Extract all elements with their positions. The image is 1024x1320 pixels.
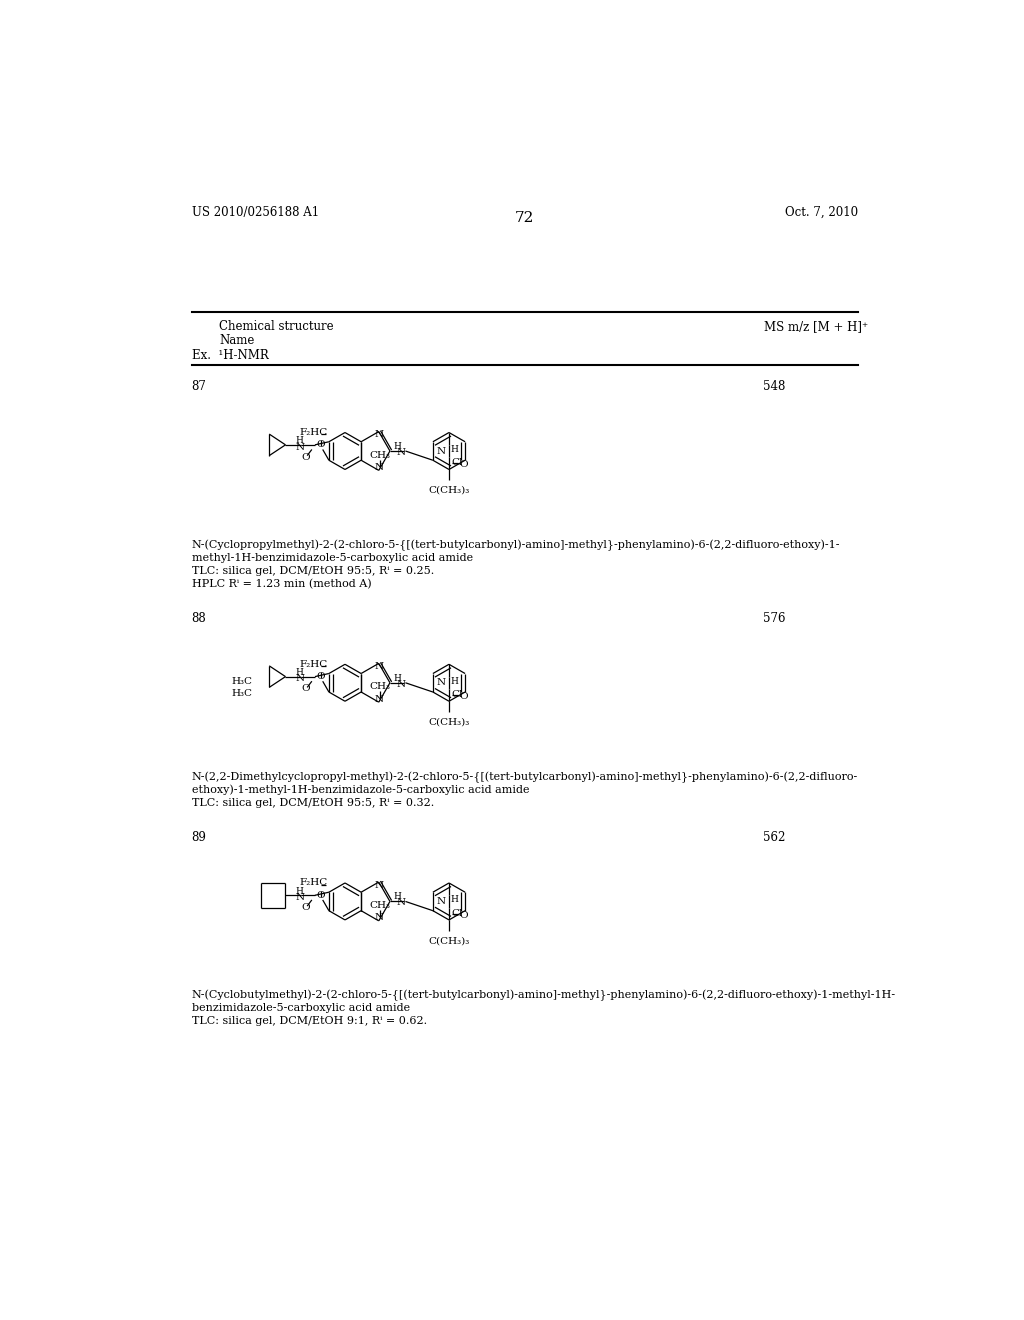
Text: 89: 89 [191,830,207,843]
Text: N: N [437,678,445,688]
Text: Ex.  ¹H-NMR: Ex. ¹H-NMR [191,348,268,362]
Text: F₂HC: F₂HC [299,428,328,437]
Text: N-(Cyclobutylmethyl)-2-(2-chloro-5-{[(tert-butylcarbonyl)-amino]-methyl}-phenyla: N-(Cyclobutylmethyl)-2-(2-chloro-5-{[(te… [191,990,896,1002]
Text: Chemical structure: Chemical structure [219,321,334,333]
Text: N-(2,2-Dimethylcyclopropyl-methyl)-2-(2-chloro-5-{[(tert-butylcarbonyl)-amino]-m: N-(2,2-Dimethylcyclopropyl-methyl)-2-(2-… [191,771,858,783]
Text: US 2010/0256188 A1: US 2010/0256188 A1 [191,206,318,219]
Text: 548: 548 [764,380,785,393]
Text: N: N [397,447,407,457]
Text: N: N [375,661,384,671]
Text: MS m/z [M + H]⁺: MS m/z [M + H]⁺ [764,321,867,333]
Text: O: O [301,453,310,462]
Text: N: N [375,694,384,704]
Text: 87: 87 [191,380,207,393]
Text: H: H [451,445,459,454]
Text: HPLC Rⁱ = 1.23 min (method A): HPLC Rⁱ = 1.23 min (method A) [191,578,371,589]
Text: O: O [301,903,310,912]
Text: Name: Name [219,334,255,347]
Text: H: H [296,887,303,896]
Text: 562: 562 [764,830,785,843]
Text: O: O [460,692,468,701]
Text: N: N [375,880,384,890]
Text: CH₃: CH₃ [370,902,391,909]
Text: ethoxy)-1-methyl-1H-benzimidazole-5-carboxylic acid amide: ethoxy)-1-methyl-1H-benzimidazole-5-carb… [191,784,529,795]
Text: H: H [394,892,401,902]
Text: H₃C: H₃C [231,677,252,685]
Text: Cl: Cl [452,458,463,467]
Text: O: O [460,911,468,920]
Text: TLC: silica gel, DCM/EtOH 95:5, Rⁱ = 0.25.: TLC: silica gel, DCM/EtOH 95:5, Rⁱ = 0.2… [191,566,434,576]
Text: H₃C: H₃C [231,689,252,698]
Text: benzimidazole-5-carboxylic acid amide: benzimidazole-5-carboxylic acid amide [191,1003,410,1012]
Text: O: O [316,891,326,900]
Text: N: N [296,442,305,451]
Text: C(CH₃)₃: C(CH₃)₃ [428,936,470,945]
Text: O: O [460,461,468,470]
Text: methyl-1H-benzimidazole-5-carboxylic acid amide: methyl-1H-benzimidazole-5-carboxylic aci… [191,553,473,562]
Text: H: H [451,677,459,685]
Text: O: O [316,441,326,449]
Text: Oct. 7, 2010: Oct. 7, 2010 [785,206,858,219]
Text: Cl: Cl [452,690,463,700]
Text: O: O [301,685,310,693]
Text: C(CH₃)₃: C(CH₃)₃ [428,718,470,726]
Text: TLC: silica gel, DCM/EtOH 9:1, Rⁱ = 0.62.: TLC: silica gel, DCM/EtOH 9:1, Rⁱ = 0.62… [191,1016,427,1026]
Text: N: N [296,894,305,902]
Text: N-(Cyclopropylmethyl)-2-(2-chloro-5-{[(tert-butylcarbonyl)-amino]-methyl}-phenyl: N-(Cyclopropylmethyl)-2-(2-chloro-5-{[(t… [191,540,840,550]
Text: O: O [316,672,326,681]
Text: N: N [375,913,384,923]
Text: H: H [296,437,303,445]
Text: C(CH₃)₃: C(CH₃)₃ [428,486,470,495]
Text: N: N [375,430,384,440]
Text: TLC: silica gel, DCM/EtOH 95:5, Rⁱ = 0.32.: TLC: silica gel, DCM/EtOH 95:5, Rⁱ = 0.3… [191,797,434,808]
Text: 72: 72 [515,211,535,224]
Text: N: N [437,446,445,455]
Text: N: N [397,899,407,907]
Text: 576: 576 [764,612,786,624]
Text: N: N [296,675,305,684]
Text: H: H [394,442,401,451]
Text: H: H [451,895,459,904]
Text: CH₃: CH₃ [370,450,391,459]
Text: CH₃: CH₃ [370,682,391,692]
Text: F₂HC: F₂HC [299,660,328,669]
Text: N: N [437,898,445,906]
Text: Cl: Cl [452,908,463,917]
Text: 88: 88 [191,612,206,624]
Text: F₂HC: F₂HC [299,879,328,887]
Text: H: H [394,673,401,682]
Text: H: H [296,668,303,677]
Text: N: N [375,463,384,471]
Text: N: N [397,680,407,689]
